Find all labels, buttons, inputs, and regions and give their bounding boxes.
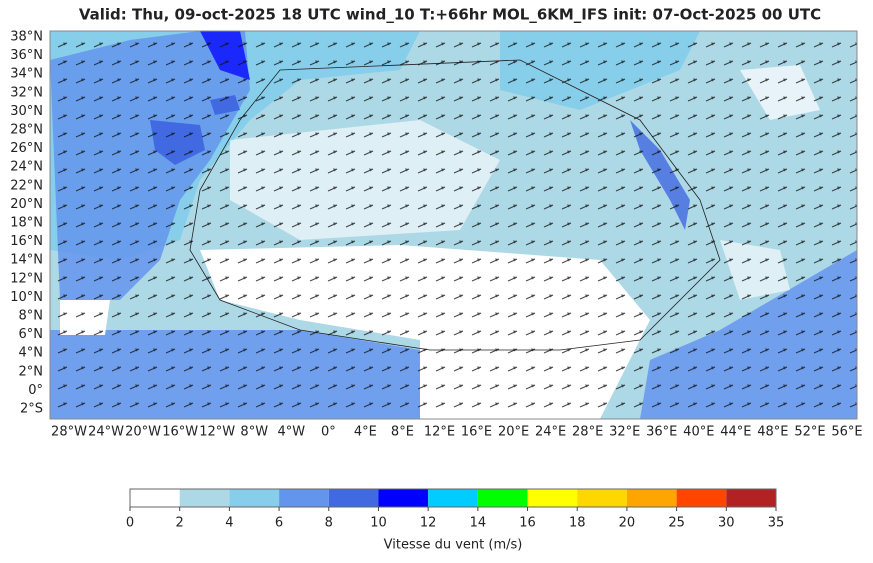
colorbar-tick-label: 10 bbox=[370, 516, 387, 531]
lon-tick-label: 8°E bbox=[391, 425, 414, 440]
lat-tick-label: 2°N bbox=[19, 364, 44, 379]
colorbar: 0 2 4 6 8 10 12 14 16 18 20 25 30 35 bbox=[126, 488, 785, 531]
lat-tick-label: 26°N bbox=[10, 141, 43, 156]
colorbar-segment bbox=[428, 489, 478, 507]
colorbar-tick-label: 6 bbox=[275, 516, 283, 531]
colorbar-segment bbox=[577, 489, 627, 507]
lat-tick-label: 6°N bbox=[19, 327, 44, 342]
colorbar-segment bbox=[378, 489, 429, 507]
colorbar-tick-label: 8 bbox=[325, 516, 333, 531]
lon-tick-label: 56°E bbox=[831, 425, 862, 440]
lat-tick-label: 28°N bbox=[10, 123, 43, 138]
colorbar-tick-label: 25 bbox=[668, 516, 685, 531]
lon-tick-label: 4°W bbox=[277, 425, 305, 440]
colorbar-tick-label: 12 bbox=[420, 516, 437, 531]
lon-tick-label: 8°W bbox=[240, 425, 268, 440]
colorbar-frame bbox=[129, 488, 777, 508]
lon-tick-label: 36°E bbox=[646, 425, 677, 440]
lat-tick-label: 36°N bbox=[10, 48, 43, 63]
lat-tick-label: 8°N bbox=[19, 309, 44, 324]
lat-tick-label: 22°N bbox=[10, 178, 43, 193]
colorbar-tick-label: 20 bbox=[619, 516, 636, 531]
colorbar-segment bbox=[130, 489, 180, 507]
lon-tick-label: 52°E bbox=[794, 425, 825, 440]
lon-tick-label: 28°W bbox=[51, 425, 87, 440]
lon-tick-label: 24°E bbox=[535, 425, 566, 440]
lon-tick-label: 44°E bbox=[720, 425, 751, 440]
map-area bbox=[50, 31, 857, 419]
lat-tick-label: 18°N bbox=[10, 216, 43, 231]
lon-tick-label: 40°E bbox=[683, 425, 714, 440]
lat-tick-label: 4°N bbox=[19, 346, 44, 361]
colorbar-segment bbox=[328, 489, 379, 507]
colorbar-tick-label: 0 bbox=[126, 516, 134, 531]
lon-tick-label: 24°W bbox=[88, 425, 124, 440]
colorbar-segment bbox=[726, 489, 776, 507]
lon-tick-label: 4°E bbox=[354, 425, 377, 440]
lat-tick-label: 0° bbox=[28, 383, 43, 398]
lon-tick-label: 12°E bbox=[424, 425, 455, 440]
lat-tick-label: 16°N bbox=[10, 234, 43, 249]
map-title: Valid: Thu, 09-oct-2025 18 UTC wind_10 T… bbox=[79, 6, 821, 24]
lon-tick-label: 28°E bbox=[572, 425, 603, 440]
colorbar-tick-label: 4 bbox=[225, 516, 233, 531]
colorbar-segment bbox=[527, 489, 578, 507]
lat-tick-label: 38°N bbox=[10, 30, 43, 45]
lon-tick-label: 16°W bbox=[162, 425, 198, 440]
colorbar-tick-label: 16 bbox=[519, 516, 536, 531]
lat-tick-label: 12°N bbox=[10, 271, 43, 286]
colorbar-tick-label: 35 bbox=[768, 516, 785, 531]
lon-tick-label: 20°E bbox=[498, 425, 529, 440]
lat-tick-label: 14°N bbox=[10, 253, 43, 268]
lon-tick-label: 32°E bbox=[609, 425, 640, 440]
colorbar-tick-label: 18 bbox=[569, 516, 586, 531]
colorbar-tick-label: 30 bbox=[718, 516, 735, 531]
lon-tick-label: 12°W bbox=[199, 425, 235, 440]
lat-tick-label: 2°S bbox=[20, 402, 43, 417]
colorbar-segment bbox=[477, 489, 528, 507]
colorbar-segment bbox=[279, 489, 329, 507]
lon-tick-label: 48°E bbox=[757, 425, 788, 440]
lat-tick-label: 24°N bbox=[10, 160, 43, 175]
lat-tick-label: 30°N bbox=[10, 104, 43, 119]
lat-tick-label: 10°N bbox=[10, 290, 43, 305]
colorbar-tick-label: 2 bbox=[176, 516, 184, 531]
colorbar-label: Vitesse du vent (m/s) bbox=[384, 538, 523, 553]
lon-axis: 28°W 24°W 20°W 16°W 12°W 8°W 4°W 0° 4°E 8°E 12°E 16… bbox=[51, 425, 863, 440]
map-frame bbox=[49, 30, 858, 420]
colorbar-segment bbox=[179, 489, 230, 507]
lon-tick-label: 0° bbox=[321, 425, 336, 440]
lon-tick-label: 16°E bbox=[461, 425, 492, 440]
colorbar-tick-label: 14 bbox=[470, 516, 487, 531]
colorbar-segment bbox=[676, 489, 727, 507]
lon-tick-label: 20°W bbox=[125, 425, 161, 440]
lat-tick-label: 20°N bbox=[10, 197, 43, 212]
colorbar-segment bbox=[229, 489, 280, 507]
lat-tick-label: 34°N bbox=[10, 67, 43, 82]
colorbar-segment bbox=[626, 489, 677, 507]
lat-axis: 38°N 36°N 34°N 32°N 30°N 28°N 26°N 24°N 22°N 20°N… bbox=[10, 30, 43, 417]
lat-tick-label: 32°N bbox=[10, 85, 43, 100]
